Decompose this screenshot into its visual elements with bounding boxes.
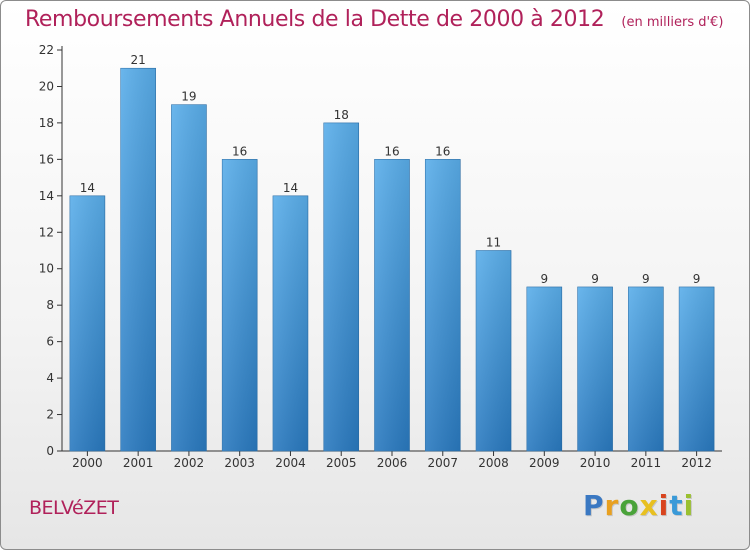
- data-label: 16: [384, 144, 399, 158]
- chart-title: Remboursements Annuels de la Dette de 20…: [25, 7, 605, 32]
- data-label: 14: [283, 181, 298, 195]
- x-tick-label: 2008: [478, 456, 509, 470]
- bar-shade: [577, 286, 613, 451]
- x-tick-label: 2010: [580, 456, 611, 470]
- data-label: 11: [486, 236, 501, 250]
- x-tick-label: 2009: [529, 456, 560, 470]
- y-tick-label: 6: [46, 335, 54, 349]
- x-tick-label: 2000: [72, 456, 103, 470]
- y-tick-label: 18: [39, 116, 54, 130]
- logo-letter: P: [583, 489, 605, 522]
- y-tick-label: 0: [46, 444, 54, 458]
- bar-shade: [374, 159, 410, 451]
- y-tick-label: 16: [39, 152, 54, 166]
- bar-shade: [628, 286, 664, 451]
- bar-shade: [526, 286, 562, 451]
- bars: [69, 67, 715, 452]
- bar-shade: [425, 159, 461, 451]
- proxiti-logo[interactable]: Proxiti: [583, 489, 694, 522]
- data-label: 9: [540, 272, 548, 286]
- chart-title-block: Remboursements Annuels de la Dette de 20…: [25, 7, 723, 32]
- bar-shade: [476, 250, 512, 451]
- y-tick-label: 4: [46, 371, 54, 385]
- data-label: 18: [334, 108, 349, 122]
- municipality-name: BELVéZET: [29, 497, 119, 519]
- x-tick-label: 2003: [224, 456, 255, 470]
- y-tick-label: 20: [39, 79, 54, 93]
- data-label: 21: [131, 53, 146, 67]
- bar-shade: [679, 286, 715, 451]
- logo-letter: x: [639, 489, 659, 522]
- y-axis: 0 2 4 6 8 10 12 14 16 18 20 22: [39, 43, 63, 458]
- y-tick-label: 10: [39, 262, 54, 276]
- data-label: 9: [591, 272, 599, 286]
- y-tick-label: 14: [39, 189, 54, 203]
- y-tick-label: 22: [39, 43, 54, 57]
- data-label: 16: [232, 144, 247, 158]
- bar-shade: [120, 68, 156, 452]
- bar-shade: [222, 159, 258, 451]
- data-label: 9: [642, 272, 650, 286]
- logo-letter: r: [604, 489, 620, 522]
- y-tick-label: 12: [39, 225, 54, 239]
- logo-letter: i: [683, 489, 695, 522]
- data-label: 9: [693, 272, 701, 286]
- data-label: 19: [181, 90, 196, 104]
- x-tick-label: 2007: [427, 456, 458, 470]
- data-label: 14: [80, 181, 95, 195]
- x-tick-label: 2002: [174, 456, 205, 470]
- logo-letter: o: [619, 489, 640, 522]
- bar-shade: [323, 122, 359, 451]
- chart-subtitle: (en milliers d'€): [621, 15, 724, 30]
- bar-shade: [272, 195, 308, 451]
- x-tick-label: 2004: [275, 456, 306, 470]
- x-tick-label: 2005: [326, 456, 357, 470]
- x-axis: 2000 2001 2002 2003 2004 2005 2006 2007 2008 2009…: [62, 450, 722, 470]
- bar-shade: [171, 104, 207, 451]
- x-tick-label: 2011: [631, 456, 662, 470]
- bar-shade: [69, 195, 105, 451]
- logo-letter: t: [669, 489, 684, 522]
- y-tick-label: 8: [46, 298, 54, 312]
- data-labels: 14 21 19 16 14 18 16 16 11 9 9 9 9: [80, 53, 701, 286]
- data-label: 16: [435, 144, 450, 158]
- x-tick-label: 2001: [123, 456, 154, 470]
- logo-letter: i: [658, 489, 670, 522]
- x-tick-label: 2006: [377, 456, 408, 470]
- y-tick-label: 2: [46, 408, 54, 422]
- x-tick-label: 2012: [681, 456, 712, 470]
